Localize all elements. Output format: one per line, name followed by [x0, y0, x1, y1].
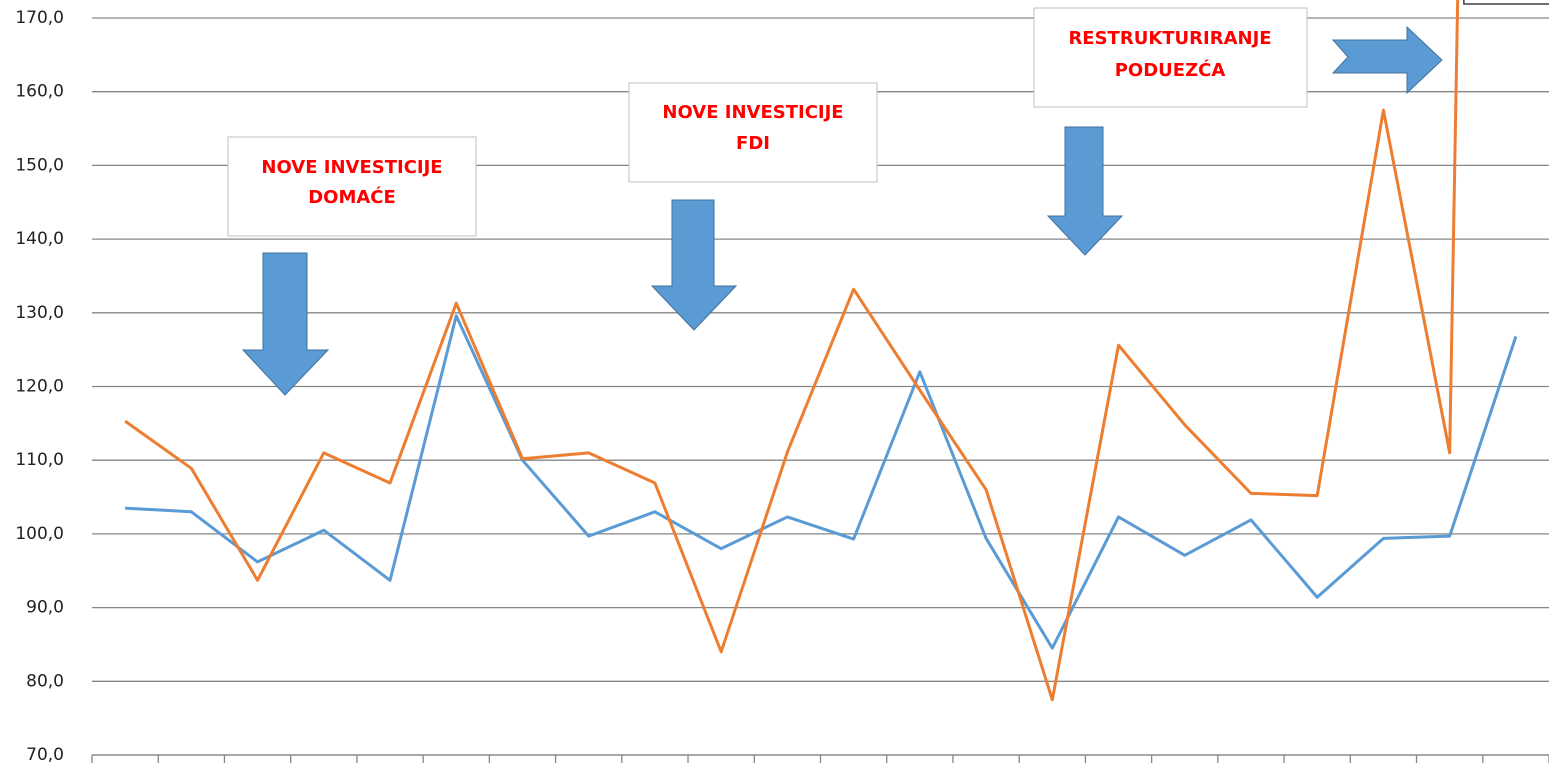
annotation-text: NOVE INVESTICIJE [261, 157, 442, 178]
ticks: 70,0 80,0 90,0 100,0 110,0 120,0 130,0 140,0 150… [15, 8, 1549, 763]
y-tick-label: 80,0 [26, 671, 64, 691]
y-tick-label: 140,0 [15, 229, 64, 249]
annotation-box: RESTRUKTURIRANJE PODUEZĆA [1033, 7, 1308, 108]
data-label-box [1463, 0, 1549, 5]
line-series [124, 0, 1460, 702]
y-tick-label: 100,0 [15, 524, 64, 544]
y-tick-label: 170,0 [15, 8, 64, 28]
lines [124, 0, 1518, 702]
y-tick-label: 130,0 [15, 303, 64, 323]
arrows [241, 25, 1443, 396]
annotation-text: DOMAĆE [308, 186, 396, 208]
y-tick-label: 150,0 [15, 155, 64, 175]
annotation-text: RESTRUKTURIRANJE [1068, 28, 1271, 49]
line-series [125, 314, 1518, 650]
annotation-text: FDI [736, 133, 770, 154]
y-tick-label: 110,0 [15, 450, 64, 470]
y-tick-label: 90,0 [26, 598, 64, 618]
labels: 619,0 [1463, 0, 1549, 5]
y-tick-label: 120,0 [15, 377, 64, 397]
annotation-box: NOVE INVESTICIJE FDI [628, 82, 878, 183]
annotation-text: NOVE INVESTICIJE [662, 102, 843, 123]
annotation-text: PODUEZĆA [1115, 59, 1226, 81]
annotation-box: NOVE INVESTICIJE DOMAĆE [227, 136, 477, 237]
y-tick-label: 70,0 [26, 745, 64, 763]
y-tick-label: 160,0 [15, 82, 64, 102]
